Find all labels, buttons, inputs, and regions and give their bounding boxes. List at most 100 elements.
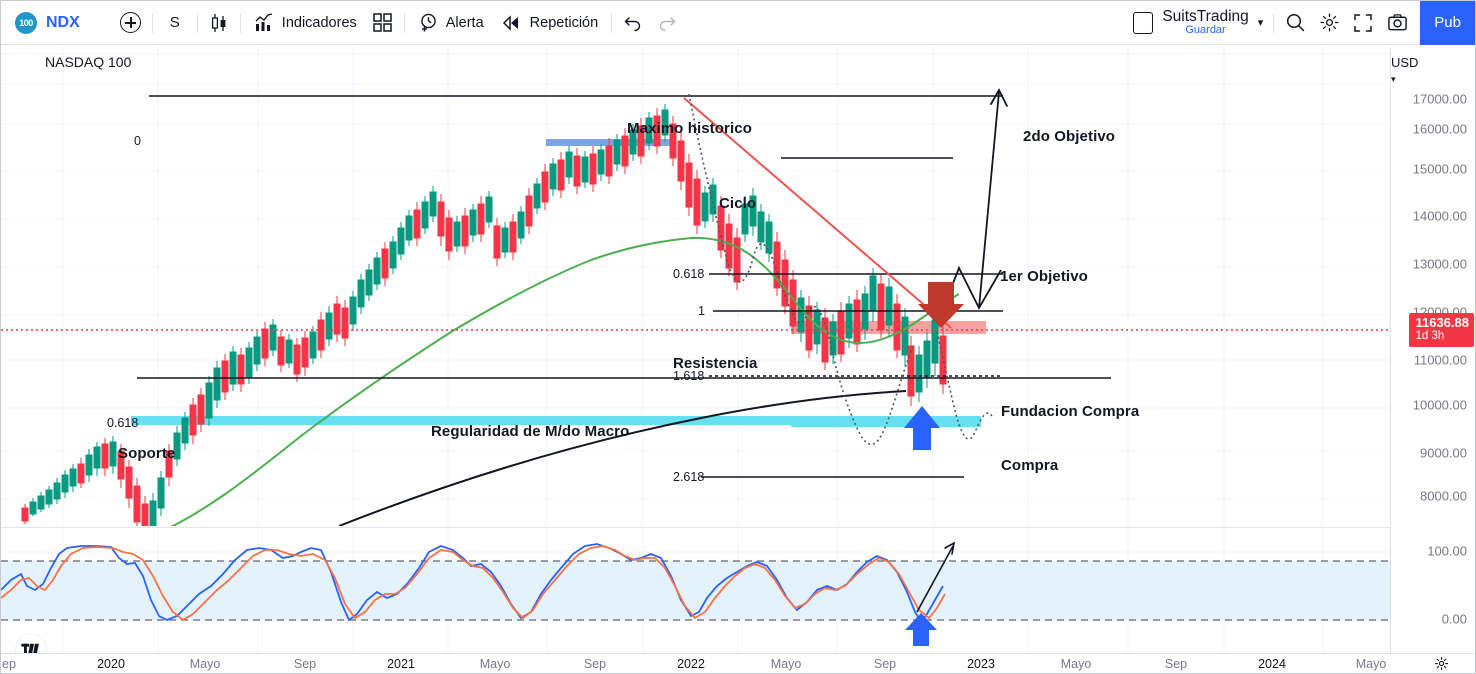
- redo-icon: [659, 16, 676, 31]
- undo-button[interactable]: [616, 6, 650, 40]
- camera-icon: [1387, 14, 1407, 31]
- fib-label: 0: [134, 134, 141, 148]
- oscillator-k-line: [1, 543, 944, 624]
- annotation-maximo-historico[interactable]: Maximo historico: [627, 120, 752, 137]
- fib-label: 0.618: [673, 267, 705, 281]
- time-tick-label: Mayo: [1060, 657, 1092, 671]
- divider: [151, 12, 153, 33]
- grid-lines: [1, 46, 1390, 526]
- oscillator-arrow: [916, 545, 954, 613]
- price-axis[interactable]: USD ▾ 17000.00 16000.00 15000.00 14000.00 13…: [1390, 46, 1475, 653]
- save-layout-icon: [1133, 11, 1154, 34]
- chart-area: NASDAQ 100: [1, 46, 1475, 673]
- time-tick-label: Mayo: [479, 657, 511, 671]
- alert-label: Alerta: [445, 14, 484, 31]
- fib-label: 2.618: [673, 470, 705, 484]
- time-tick-label: Sep: [1164, 657, 1188, 671]
- annotation-fundacion-compra[interactable]: Fundacion Compra: [1001, 403, 1140, 420]
- annotation-soporte[interactable]: Soporte: [118, 445, 176, 462]
- search-icon: [1286, 13, 1305, 32]
- settings-button[interactable]: [1312, 6, 1346, 40]
- time-tick-label: Sep: [873, 657, 897, 671]
- add-symbol-button[interactable]: [114, 6, 148, 40]
- publish-button[interactable]: Pub: [1420, 0, 1475, 45]
- replay-label: Repetición: [529, 14, 599, 31]
- annotation-segundo-objetivo[interactable]: 2do Objetivo: [1023, 128, 1116, 145]
- save-layout-button[interactable]: SuitsTrading Guardar ▾: [1131, 7, 1269, 37]
- divider: [239, 12, 241, 33]
- time-tick-label: 2020: [97, 657, 125, 671]
- time-tick-label: 2024: [1258, 657, 1286, 671]
- price-tag-countdown: 1d 3h: [1415, 330, 1445, 343]
- divider: [611, 12, 613, 33]
- time-tick-label: 2021: [387, 657, 415, 671]
- gear-icon: [1320, 13, 1339, 32]
- sell-arrow-icon: [918, 282, 964, 328]
- time-tick-label: Mayo: [189, 657, 221, 671]
- price-tick-label: 9000.00: [1420, 445, 1467, 461]
- alert-button[interactable]: Alerta: [409, 7, 493, 39]
- price-tick-label: 13000.00: [1412, 256, 1467, 272]
- stochastic-plot: [1, 528, 1390, 673]
- fractal-projection-1: [688, 93, 914, 446]
- currency-label: USD: [1391, 55, 1419, 70]
- price-plot: [1, 46, 1390, 526]
- replay-button[interactable]: Repetición: [493, 7, 608, 39]
- divider: [1273, 12, 1275, 33]
- time-tick-label: Sep: [293, 657, 317, 671]
- price-tick-label: 100.00: [1427, 543, 1467, 559]
- indicators-icon: [254, 12, 275, 33]
- redo-button[interactable]: [650, 6, 684, 40]
- symbol-button[interactable]: NDX: [46, 13, 80, 31]
- search-button[interactable]: [1278, 6, 1312, 40]
- price-tick-label: 0.00: [1441, 611, 1467, 627]
- chevron-down-icon: ▾: [1391, 74, 1396, 84]
- fullscreen-button[interactable]: [1346, 6, 1380, 40]
- moving-average-line: [170, 236, 960, 526]
- axis-settings-button[interactable]: [1434, 656, 1449, 671]
- snapshot-button[interactable]: [1380, 6, 1414, 40]
- price-tick-label: 15000.00: [1412, 161, 1467, 177]
- fib-label: 0.618: [107, 416, 139, 430]
- interval-button[interactable]: S: [169, 14, 180, 31]
- time-tick-label: 2023: [967, 657, 995, 671]
- price-tick-label: 17000.00: [1412, 91, 1467, 107]
- current-price-tag[interactable]: 11636.88 1d 3h: [1409, 313, 1474, 347]
- chevron-down-icon: ▾: [1257, 17, 1264, 29]
- target-arrow-head: [990, 88, 1008, 107]
- layout-name: SuitsTrading: [1162, 7, 1249, 25]
- candlestick-icon: [211, 13, 226, 32]
- oscillator-band: [1, 561, 1390, 620]
- price-tick-label: 11000.00: [1413, 352, 1467, 368]
- fib-levels: [149, 95, 1003, 478]
- oscillator-d-line: [1, 545, 946, 622]
- macro-regularity-curve: [338, 390, 907, 526]
- oscillator-pane[interactable]: [1, 527, 1390, 673]
- price-pane[interactable]: NASDAQ 100: [1, 46, 1390, 526]
- annotation-resistencia[interactable]: Resistencia: [673, 355, 758, 372]
- divider: [403, 12, 405, 33]
- fullscreen-icon: [1354, 13, 1373, 32]
- time-tick-label: Mayo: [770, 657, 802, 671]
- annotation-primer-objetivo[interactable]: 1er Objetivo: [1000, 268, 1088, 285]
- indicators-label: Indicadores: [281, 14, 357, 31]
- undo-icon: [624, 16, 641, 31]
- time-axis[interactable]: ep 2020 Mayo Sep 2021 Mayo Sep 2022 Mayo Sep 2023 M…: [1, 653, 1475, 673]
- symbol-badge-icon: 100: [15, 11, 37, 34]
- price-tick-label: 14000.00: [1412, 208, 1467, 224]
- time-tick-label: 2022: [677, 657, 705, 671]
- annotation-ciclo[interactable]: Ciclo: [719, 195, 757, 212]
- chart-watermark: NASDAQ 100: [45, 54, 132, 70]
- price-tick-label: 10000.00: [1412, 397, 1467, 413]
- currency-selector[interactable]: USD ▾: [1391, 55, 1423, 85]
- candlestick-series: [21, 104, 947, 526]
- annotation-compra[interactable]: Compra: [1001, 457, 1059, 474]
- annotation-regularidad-macro[interactable]: Regularidad de M/do Macro: [431, 423, 630, 440]
- indicators-button[interactable]: Indicadores: [245, 7, 366, 39]
- chart-type-button[interactable]: [202, 6, 236, 40]
- save-sublabel: Guardar: [1185, 23, 1226, 36]
- price-tick-label: 16000.00: [1412, 121, 1467, 137]
- templates-button[interactable]: [366, 6, 400, 40]
- buy-arrow-icon: [904, 406, 940, 450]
